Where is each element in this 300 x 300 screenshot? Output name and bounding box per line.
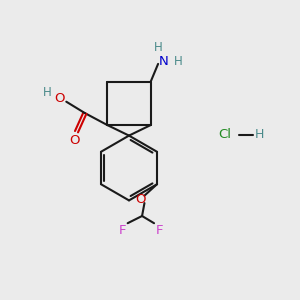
Text: O: O [136, 193, 146, 206]
Text: Cl: Cl [218, 128, 232, 142]
Text: N: N [159, 55, 168, 68]
Text: H: H [154, 40, 163, 54]
Text: F: F [119, 224, 126, 237]
Text: O: O [55, 92, 65, 105]
Text: H: H [173, 55, 182, 68]
Text: F: F [155, 224, 163, 237]
Text: H: H [255, 128, 264, 142]
Text: O: O [70, 134, 80, 147]
Text: H: H [43, 86, 52, 99]
